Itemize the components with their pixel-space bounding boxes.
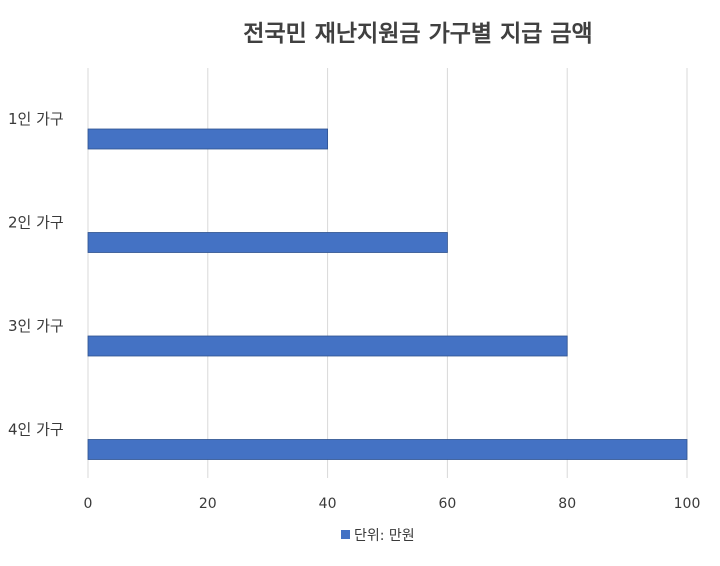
chart-title: 전국민 재난지원금 가구별 지급 금액 bbox=[243, 21, 592, 47]
x-tick-label: 0 bbox=[84, 496, 93, 512]
category-label: 2인 가구 bbox=[8, 214, 64, 232]
x-tick-label: 40 bbox=[319, 496, 337, 512]
x-tick-label: 60 bbox=[438, 496, 456, 512]
category-label: 4인 가구 bbox=[8, 421, 64, 439]
x-tick-label: 100 bbox=[674, 496, 701, 512]
bar bbox=[87, 335, 568, 357]
legend: 단위: 만원 bbox=[341, 528, 415, 544]
x-tick-label: 20 bbox=[199, 496, 217, 512]
bar bbox=[87, 232, 448, 253]
x-axis-tick-labels: 0 20 40 60 80 100 bbox=[84, 496, 701, 512]
bar bbox=[87, 439, 688, 460]
category-label: 1인 가구 bbox=[8, 110, 64, 128]
bar bbox=[87, 128, 329, 150]
category-label: 3인 가구 bbox=[8, 317, 64, 335]
x-tick-label: 80 bbox=[558, 496, 576, 512]
bars bbox=[87, 128, 688, 460]
category-labels: 1인 가구 2인 가구 3인 가구 4인 가구 bbox=[8, 110, 64, 439]
legend-swatch bbox=[341, 530, 350, 539]
legend-label: 단위: 만원 bbox=[354, 528, 415, 544]
